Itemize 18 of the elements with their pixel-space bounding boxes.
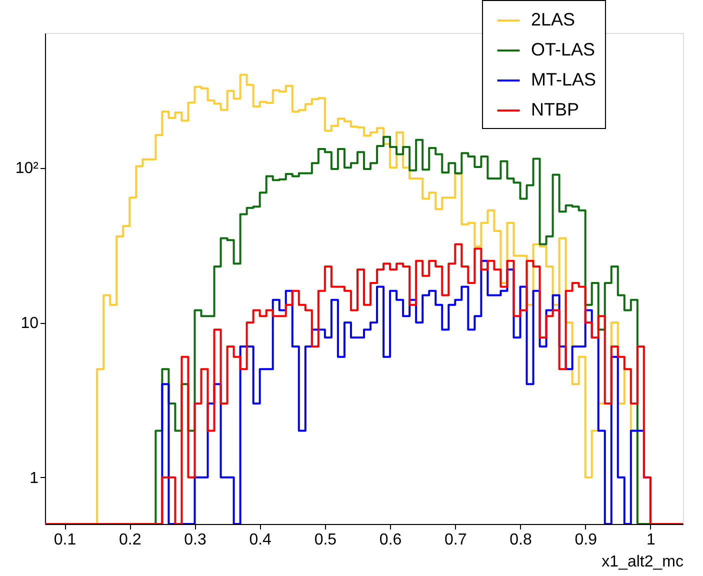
x-tick-label: 0.1 <box>54 532 76 548</box>
x-tick-label: 0.4 <box>249 532 272 548</box>
x-tick-label: 0.2 <box>119 532 142 548</box>
y-tick-label: 10 <box>20 315 39 332</box>
legend-label: MT-LAS <box>531 70 596 90</box>
x-tick-label: 1 <box>646 532 656 548</box>
y-tick-label: 1 <box>30 470 39 487</box>
x-tick-label: 0.6 <box>379 532 402 548</box>
x-tick-label: 0.3 <box>184 532 206 548</box>
x-tick-label: 0.7 <box>444 532 467 548</box>
x-tick-label: 0.5 <box>314 532 337 548</box>
x-axis-title: x1_alt2_mc <box>602 554 684 570</box>
x-tick-label: 0.8 <box>510 532 532 548</box>
legend-label: NTBP <box>531 100 580 120</box>
y-tick-label: 10² <box>15 160 40 178</box>
legend-label: OT-LAS <box>531 40 596 60</box>
legend-label: 2LAS <box>531 10 576 30</box>
x-tick-label: 0.9 <box>574 532 598 548</box>
